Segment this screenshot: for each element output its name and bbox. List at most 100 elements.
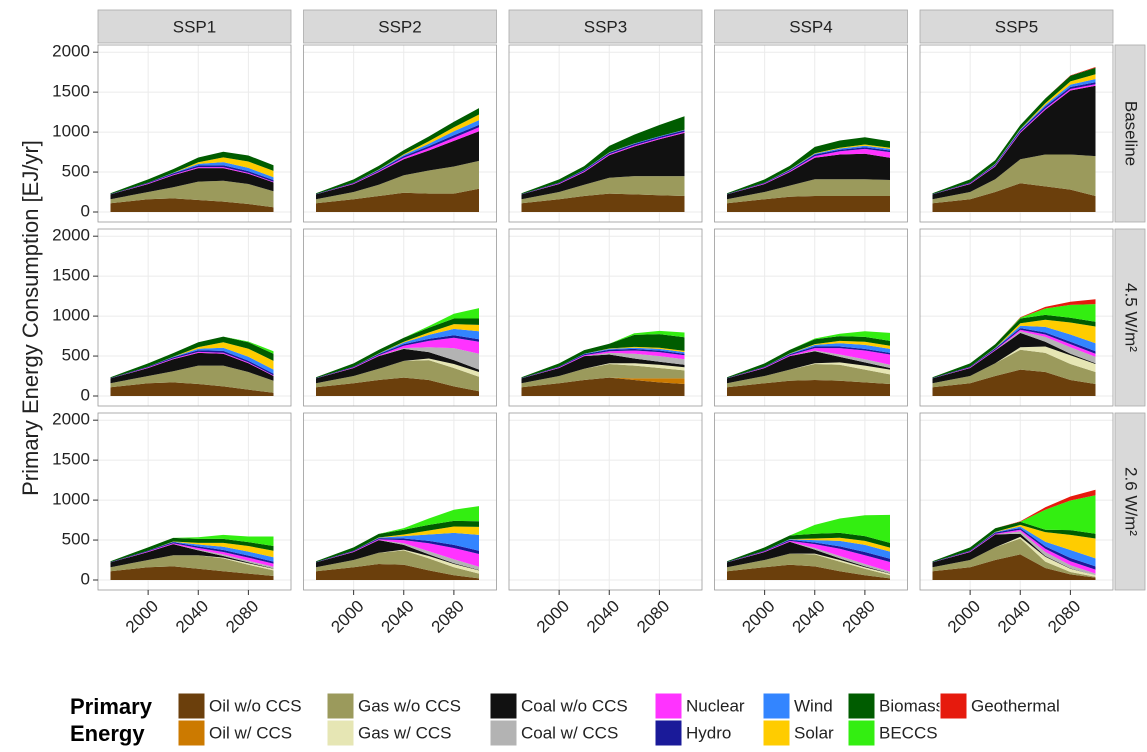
x-tick-label: 2040 <box>378 597 418 637</box>
area <box>727 364 890 388</box>
y-tick-label: 1000 <box>52 306 90 325</box>
x-tick-label: 2040 <box>789 597 829 637</box>
area <box>932 536 1096 577</box>
area <box>727 148 890 195</box>
area <box>110 542 274 564</box>
legend-label: Oil w/ CCS <box>209 723 292 742</box>
area <box>932 85 1096 200</box>
area <box>932 369 1096 396</box>
legend-key <box>847 719 876 747</box>
area <box>932 489 1096 562</box>
legend-label: Solar <box>794 723 834 742</box>
y-tick-label: 2000 <box>52 410 90 429</box>
panel-border <box>508 228 703 407</box>
area <box>727 553 890 579</box>
area <box>727 179 890 204</box>
legend-key <box>847 692 876 720</box>
legend-key <box>654 692 683 720</box>
facet-strip <box>1114 412 1146 591</box>
facet-label: 2.6 W/m² <box>1122 467 1141 536</box>
facet-strip <box>1114 228 1146 407</box>
area <box>521 334 685 378</box>
facet-strip <box>303 9 497 44</box>
area <box>316 348 479 384</box>
area <box>316 540 479 571</box>
x-tick-label: 2040 <box>172 597 212 637</box>
facet-strip <box>97 9 292 44</box>
panel-border <box>714 44 908 223</box>
area <box>110 198 274 212</box>
area <box>932 533 1096 576</box>
area <box>521 377 685 388</box>
legend-key <box>489 719 518 747</box>
panel-border <box>919 412 1114 591</box>
facet-strip <box>508 9 703 44</box>
area <box>316 550 479 579</box>
area <box>932 538 1096 578</box>
area <box>932 331 1096 379</box>
area <box>316 318 479 378</box>
area <box>316 160 479 204</box>
area <box>316 131 479 200</box>
y-tick-label: 500 <box>62 346 90 365</box>
area <box>727 351 890 384</box>
y-tick-label: 0 <box>81 569 90 588</box>
area <box>110 544 274 569</box>
area <box>316 337 479 379</box>
panel-border <box>919 228 1114 407</box>
x-tick-label: 2080 <box>1044 597 1084 637</box>
area <box>727 540 890 572</box>
x-tick-label: 2000 <box>122 597 162 637</box>
panel-border <box>303 228 497 407</box>
area <box>521 364 685 388</box>
area <box>110 168 274 200</box>
y-tick-label: 2000 <box>52 42 90 61</box>
legend-label: Biomass <box>879 696 944 715</box>
panel-border <box>97 412 292 591</box>
area <box>110 365 274 393</box>
y-tick-label: 0 <box>81 385 90 404</box>
area <box>316 538 479 563</box>
legend-key <box>326 692 355 720</box>
area <box>110 543 274 567</box>
area <box>316 532 479 562</box>
area <box>727 564 890 580</box>
area <box>727 539 890 562</box>
facet-label: Baseline <box>1122 101 1141 166</box>
area <box>727 348 890 379</box>
area <box>727 153 890 200</box>
x-tick-label: 2080 <box>428 597 468 637</box>
facet-label: SSP2 <box>378 17 421 36</box>
area <box>932 154 1096 204</box>
area <box>932 328 1096 379</box>
area <box>316 328 479 378</box>
area <box>727 350 890 379</box>
facet-label: 4.5 W/m² <box>1122 283 1141 352</box>
facet-strip <box>1114 44 1146 223</box>
legend-key <box>762 692 791 720</box>
area <box>521 176 685 204</box>
area <box>110 382 274 396</box>
area <box>932 183 1096 212</box>
area <box>316 120 479 194</box>
y-tick-label: 1000 <box>52 490 90 509</box>
facet-label: SSP5 <box>995 17 1038 36</box>
y-axis-label: Primary Energy Consumption [EJ/yr] <box>18 140 43 496</box>
area <box>521 350 685 379</box>
area <box>727 331 890 378</box>
y-tick-label: 500 <box>62 162 90 181</box>
area <box>110 534 274 562</box>
area <box>727 340 890 378</box>
x-tick-label: 2040 <box>994 597 1034 637</box>
area <box>521 348 685 379</box>
x-tick-label: 2000 <box>327 597 367 637</box>
legend-key <box>177 692 206 720</box>
panel-border <box>714 228 908 407</box>
area <box>316 520 479 562</box>
area <box>110 352 274 384</box>
y-tick-label: 1500 <box>52 266 90 285</box>
area <box>316 506 479 562</box>
legend-title: Primary Energy <box>70 694 152 746</box>
area <box>316 539 479 567</box>
